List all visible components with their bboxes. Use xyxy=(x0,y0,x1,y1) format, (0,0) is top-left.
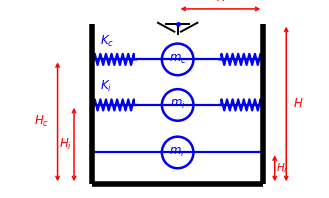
Text: $m_{i}$: $m_{i}$ xyxy=(170,98,186,111)
Text: $K_i$: $K_i$ xyxy=(100,79,112,94)
Text: $H$: $H$ xyxy=(293,97,303,110)
Text: $m_{c}$: $m_{c}$ xyxy=(169,53,187,66)
Text: $m_{r}$: $m_{r}$ xyxy=(169,146,186,159)
Text: $H_r$: $H_r$ xyxy=(276,161,290,175)
Text: $K_c$: $K_c$ xyxy=(100,33,114,49)
Text: $H_i$: $H_i$ xyxy=(59,137,72,152)
Text: $H_c$: $H_c$ xyxy=(34,114,49,129)
Text: $R$: $R$ xyxy=(216,0,225,4)
